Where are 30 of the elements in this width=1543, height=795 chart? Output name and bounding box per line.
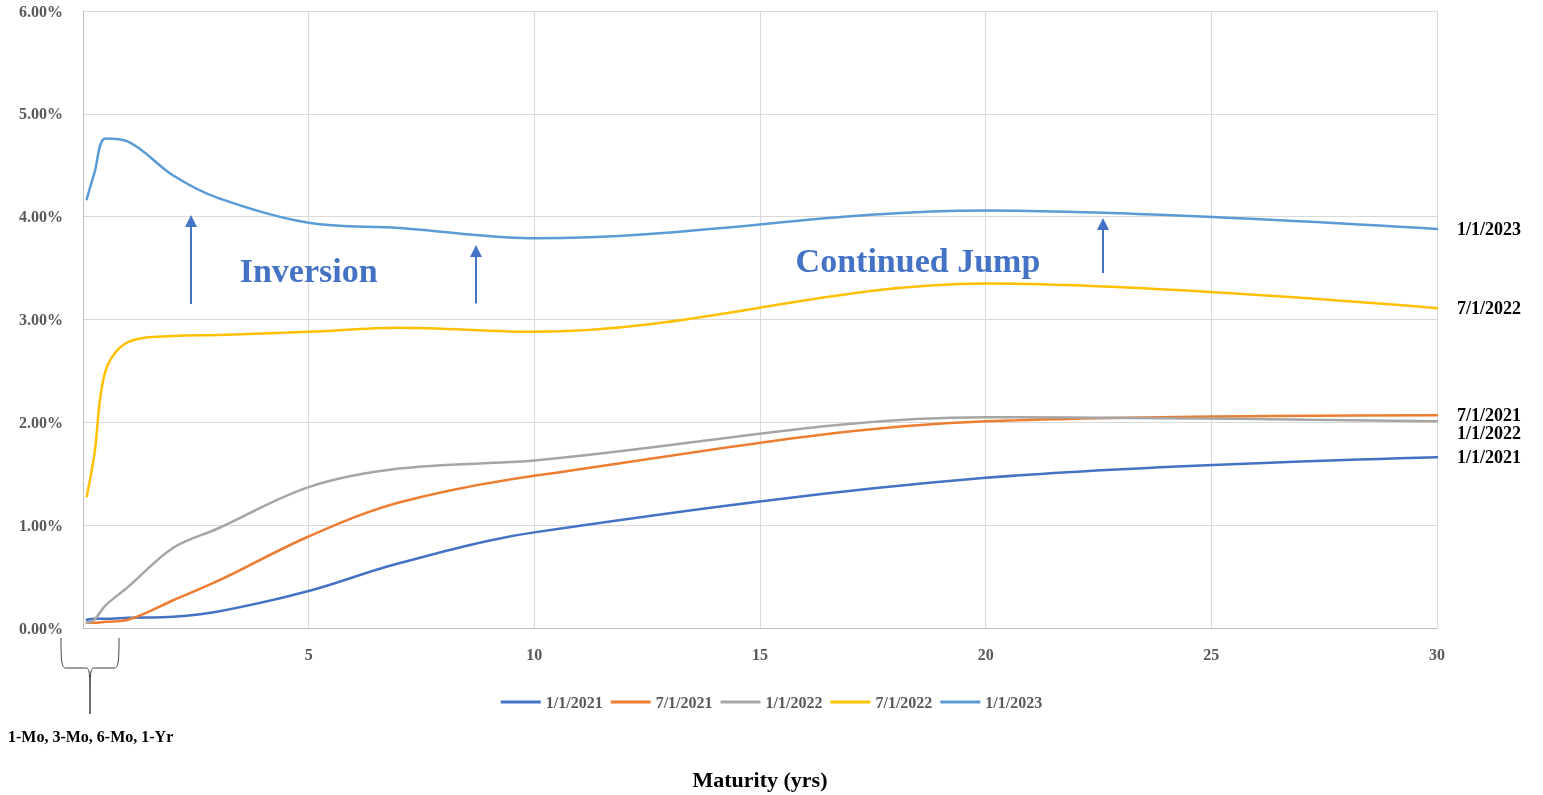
y-tick-label: 0.00% [19,619,63,637]
x-tick-label: 30 [1429,645,1445,663]
x-tick-label: 20 [977,645,994,663]
x-tick-label: 25 [1203,645,1220,663]
x-tick-label: 15 [752,645,768,663]
legend-label: 7/1/2021 [655,693,713,711]
legend-label: 1/1/2021 [545,693,603,711]
annotation: Continued Jump [795,242,1041,280]
y-tick-label: 2.00% [19,413,63,431]
text: 1-Mo, 3-Mo, 6-Mo, 1-Yr [8,727,174,745]
x-tick-label: 10 [526,645,543,663]
legend-label: 1/1/2023 [985,693,1043,711]
x-tick-label: 5 [304,645,313,663]
text: 7/1/2021 [1457,405,1522,426]
y-tick-label: 4.00% [19,208,63,226]
y-tick-label: 5.00% [19,105,63,123]
line-series [85,282,1439,498]
y-tick-label: 3.00% [19,311,63,328]
legend-label: 1/1/2022 [765,693,823,711]
line-series [85,137,1439,240]
y-tick-label: 1.00% [19,516,63,534]
text: 7/1/2022 [1457,298,1522,319]
text: 1/1/2022 [1457,423,1522,444]
x-axis-title: Maturity (yrs) [692,766,828,792]
y-tick-label: 6.00% [19,2,63,20]
text: 1/1/2023 [1457,219,1522,240]
annotation: Inversion [239,251,378,289]
line-series [85,456,1439,622]
legend-label: 7/1/2022 [875,693,933,711]
text: 1/1/2021 [1457,447,1522,468]
